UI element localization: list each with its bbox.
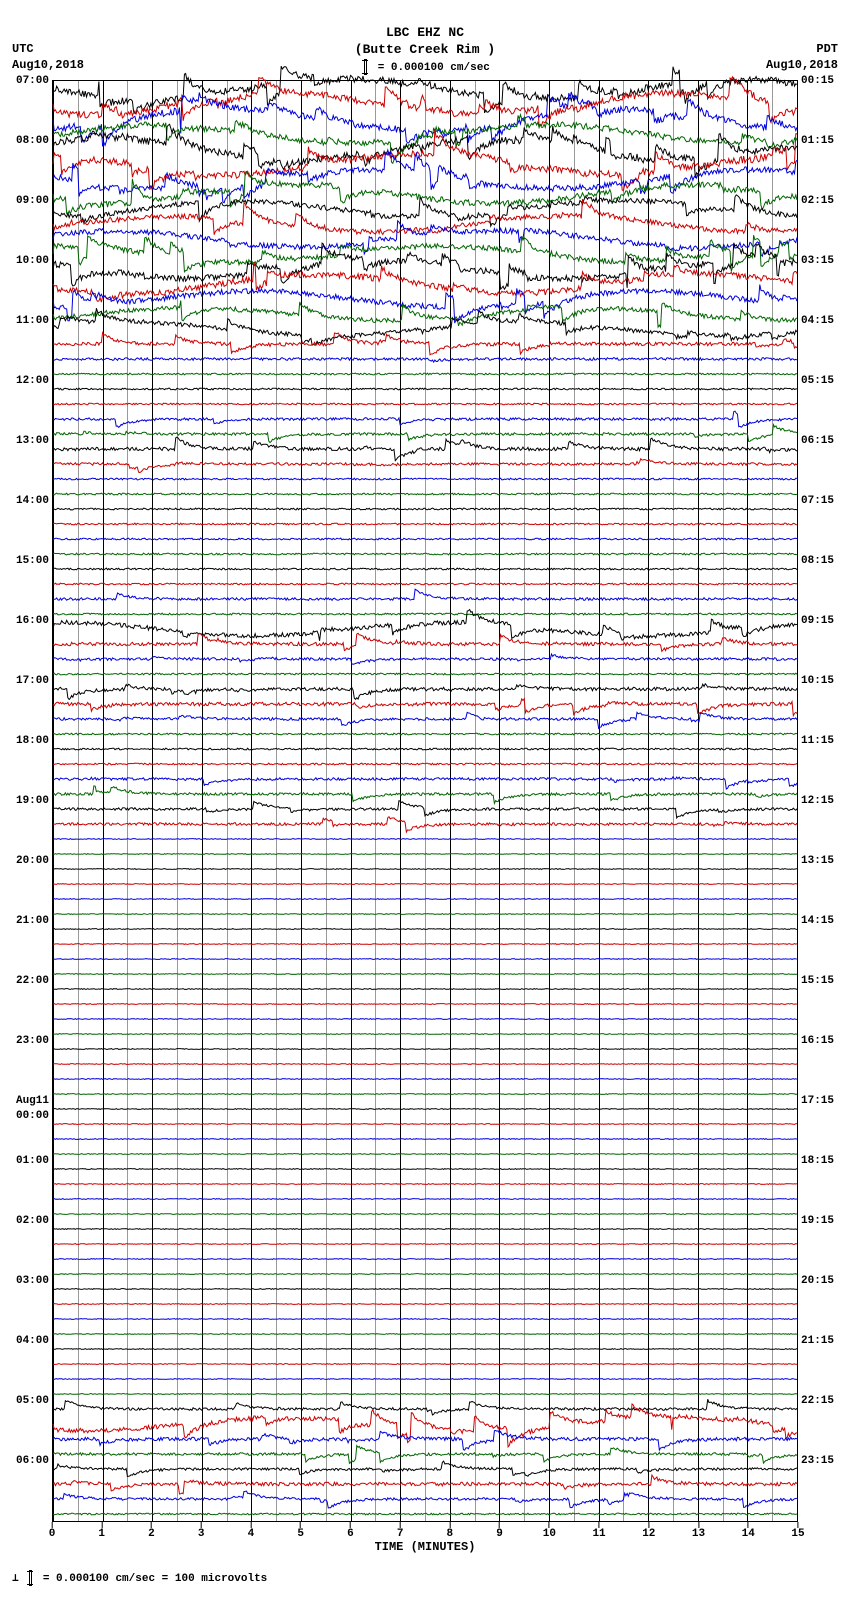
pdt-time-label: 03:15 bbox=[801, 255, 841, 267]
x-tick: 5 bbox=[297, 1522, 304, 1540]
footer-scale-icon: ⊥ bbox=[12, 1573, 19, 1585]
utc-time-label: 06:00 bbox=[9, 1455, 49, 1467]
x-tick: 12 bbox=[642, 1522, 655, 1540]
utc-time-label: 12:00 bbox=[9, 375, 49, 387]
x-tick: 4 bbox=[248, 1522, 255, 1540]
x-tick: 3 bbox=[198, 1522, 205, 1540]
utc-time-label: Aug11 bbox=[9, 1095, 49, 1107]
pdt-time-label: 12:15 bbox=[801, 795, 841, 807]
utc-time-label: 00:00 bbox=[9, 1110, 49, 1122]
pdt-time-label: 23:15 bbox=[801, 1455, 841, 1467]
utc-time-label: 22:00 bbox=[9, 975, 49, 987]
pdt-time-label: 22:15 bbox=[801, 1395, 841, 1407]
pdt-time-label: 09:15 bbox=[801, 615, 841, 627]
pdt-time-label: 15:15 bbox=[801, 975, 841, 987]
pdt-time-label: 13:15 bbox=[801, 855, 841, 867]
x-axis: TIME (MINUTES) 0123456789101112131415 bbox=[52, 1522, 798, 1562]
pdt-time-label: 00:15 bbox=[801, 75, 841, 87]
pdt-time-label: 01:15 bbox=[801, 135, 841, 147]
station-title: LBC EHZ NC bbox=[0, 25, 850, 42]
pdt-time-label: 10:15 bbox=[801, 675, 841, 687]
pdt-time-label: 21:15 bbox=[801, 1335, 841, 1347]
utc-time-label: 07:00 bbox=[9, 75, 49, 87]
x-tick: 13 bbox=[692, 1522, 705, 1540]
x-tick: 2 bbox=[148, 1522, 155, 1540]
pdt-time-label: 19:15 bbox=[801, 1215, 841, 1227]
right-tz: PDT bbox=[766, 42, 838, 58]
utc-time-label: 14:00 bbox=[9, 495, 49, 507]
pdt-time-label: 07:15 bbox=[801, 495, 841, 507]
x-tick: 1 bbox=[98, 1522, 105, 1540]
footer-scale-bar-icon bbox=[29, 1570, 32, 1586]
utc-time-label: 11:00 bbox=[9, 315, 49, 327]
utc-time-label: 10:00 bbox=[9, 255, 49, 267]
utc-time-label: 04:00 bbox=[9, 1335, 49, 1347]
pdt-time-label: 14:15 bbox=[801, 915, 841, 927]
left-tz: UTC bbox=[12, 42, 84, 58]
utc-time-label: 20:00 bbox=[9, 855, 49, 867]
x-tick: 8 bbox=[447, 1522, 454, 1540]
pdt-time-label: 16:15 bbox=[801, 1035, 841, 1047]
grid-vertical bbox=[797, 81, 798, 1521]
x-axis-label: TIME (MINUTES) bbox=[52, 1522, 798, 1554]
helicorder-plot: 07:0008:0009:0010:0011:0012:0013:0014:00… bbox=[52, 80, 798, 1522]
x-tick: 9 bbox=[496, 1522, 503, 1540]
utc-time-label: 19:00 bbox=[9, 795, 49, 807]
pdt-time-label: 02:15 bbox=[801, 195, 841, 207]
utc-time-label: 01:00 bbox=[9, 1155, 49, 1167]
pdt-time-label: 11:15 bbox=[801, 735, 841, 747]
x-tick: 14 bbox=[742, 1522, 755, 1540]
pdt-time-label: 17:15 bbox=[801, 1095, 841, 1107]
utc-time-label: 21:00 bbox=[9, 915, 49, 927]
pdt-time-label: 04:15 bbox=[801, 315, 841, 327]
x-tick: 0 bbox=[49, 1522, 56, 1540]
utc-time-label: 18:00 bbox=[9, 735, 49, 747]
utc-time-label: 16:00 bbox=[9, 615, 49, 627]
x-tick: 11 bbox=[592, 1522, 605, 1540]
plot-inner: 07:0008:0009:0010:0011:0012:0013:0014:00… bbox=[53, 81, 797, 1521]
utc-time-label: 05:00 bbox=[9, 1395, 49, 1407]
pdt-time-label: 05:15 bbox=[801, 375, 841, 387]
footer: ⊥ = 0.000100 cm/sec = 100 microvolts bbox=[0, 1562, 850, 1594]
utc-time-label: 15:00 bbox=[9, 555, 49, 567]
x-tick: 6 bbox=[347, 1522, 354, 1540]
utc-time-label: 03:00 bbox=[9, 1275, 49, 1287]
x-tick: 7 bbox=[397, 1522, 404, 1540]
utc-time-label: 02:00 bbox=[9, 1215, 49, 1227]
pdt-time-label: 06:15 bbox=[801, 435, 841, 447]
utc-time-label: 09:00 bbox=[9, 195, 49, 207]
footer-text: = 0.000100 cm/sec = 100 microvolts bbox=[43, 1573, 267, 1585]
pdt-time-label: 08:15 bbox=[801, 555, 841, 567]
x-tick: 15 bbox=[791, 1522, 804, 1540]
utc-time-label: 23:00 bbox=[9, 1035, 49, 1047]
x-tick: 10 bbox=[543, 1522, 556, 1540]
pdt-time-label: 20:15 bbox=[801, 1275, 841, 1287]
utc-time-label: 08:00 bbox=[9, 135, 49, 147]
utc-time-label: 17:00 bbox=[9, 675, 49, 687]
utc-time-label: 13:00 bbox=[9, 435, 49, 447]
station-subtitle: (Butte Creek Rim ) bbox=[0, 42, 850, 59]
pdt-time-label: 18:15 bbox=[801, 1155, 841, 1167]
